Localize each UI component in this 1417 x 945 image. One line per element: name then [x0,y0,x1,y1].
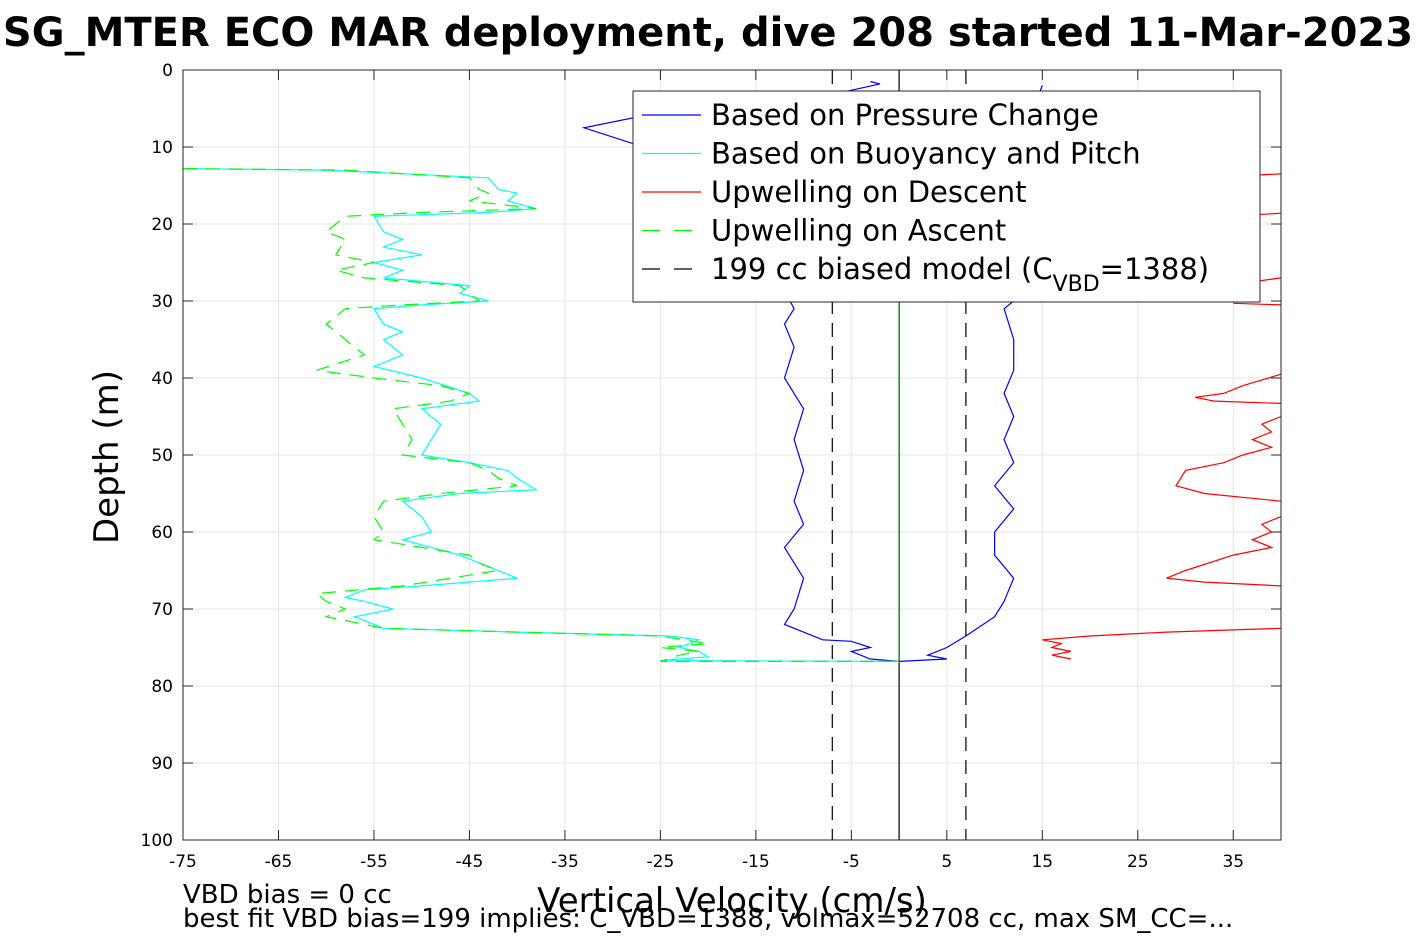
series-upwelling_descent-segment-3 [1233,302,1282,306]
x-tick-label-10: 25 [1127,852,1149,872]
x-tick-label-6: -15 [742,852,770,872]
x-tick-label-9: 15 [1031,852,1053,872]
x-tick-label-8: 5 [941,852,952,872]
best-fit-note: best fit VBD bias=199 implies: C_VBD=138… [183,904,1233,934]
x-tick-label-5: -25 [647,852,675,872]
y-tick-label-9: 90 [151,754,173,774]
x-tick-label-3: -45 [456,852,484,872]
legend-label-2: Upwelling on Descent [711,175,1027,209]
series-pressure_descent [581,80,900,662]
series-upwelling_descent-segment-5 [1175,415,1282,502]
x-tick-label-2: -55 [360,852,388,872]
y-tick-label-6: 60 [151,523,173,543]
chart-title: SG_MTER ECO MAR deployment, dive 208 sta… [3,10,1413,56]
x-axis-label: Vertical Velocity (cm/s) [537,881,927,921]
legend-label-0: Based on Pressure Change [711,98,1099,132]
x-tick-label-7: -5 [843,852,860,872]
x-tick-label-11: 35 [1222,852,1244,872]
ticks: -75 -65 -55 -45 -35 -25 -15 -5 5 15 25 350102030405… [141,61,1281,872]
series-upwelling_descent-segment-4 [1194,373,1282,404]
y-tick-label-5: 50 [151,446,173,466]
y-tick-label-4: 40 [151,369,173,389]
vbd-bias-note: VBD bias = 0 cc [183,880,392,910]
series-pressure_ascent [899,85,1043,662]
legend-label-3: Upwelling on Ascent [711,214,1006,248]
series-upwelling_descent-segment-7 [1042,627,1282,660]
series-upwelling_ascent [182,168,900,663]
series-upwelling_descent-segment-6 [1166,516,1282,587]
y-tick-label-0: 0 [162,61,173,81]
y-tick-label-8: 80 [151,677,173,697]
y-tick-label-10: 100 [141,831,173,851]
x-tick-label-4: -35 [551,852,579,872]
legend-box [632,90,1261,303]
x-tick-label-0: -75 [169,852,197,872]
y-tick-label-3: 30 [151,292,173,312]
legend: Based on Pressure Change Based on Buoyanc… [632,90,1261,303]
legend-label-4: 199 cc biased model (CVBD=1388) [711,252,1209,297]
series-buoyancy_pitch [182,168,900,663]
x-tick-label-1: -65 [265,852,293,872]
legend-label-1: Based on Buoyancy and Pitch [711,137,1141,171]
y-tick-label-2: 20 [151,215,173,235]
y-tick-label-1: 10 [151,138,173,158]
y-axis-label: Depth (m) [87,370,127,544]
y-tick-label-7: 70 [151,600,173,620]
